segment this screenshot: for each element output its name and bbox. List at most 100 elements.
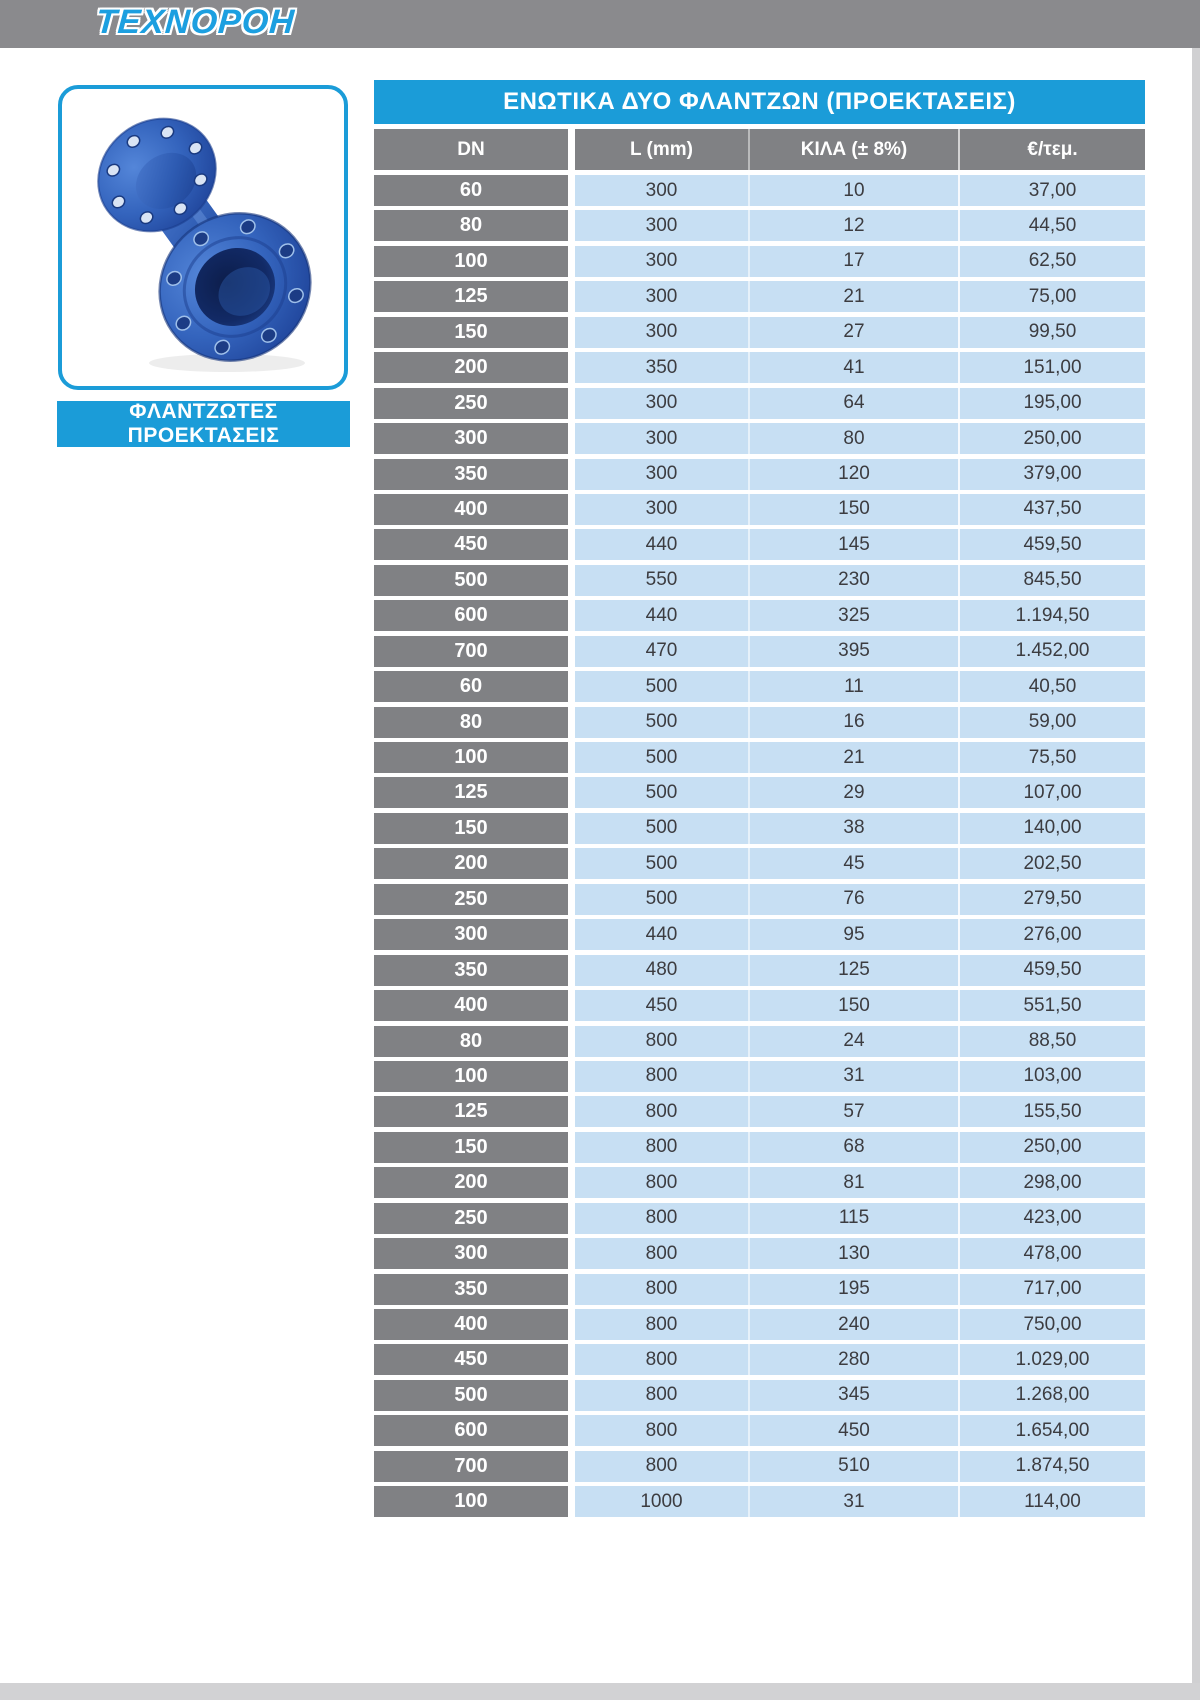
dn-cell: 100 <box>374 245 568 277</box>
dn-cell: 250 <box>374 1202 568 1234</box>
dn-cell: 80 <box>374 1025 568 1057</box>
price-cell: 75,50 <box>958 742 1145 773</box>
length-cell: 300 <box>575 423 748 455</box>
length-cell: 550 <box>575 564 748 596</box>
price-cell: 75,00 <box>958 281 1145 313</box>
weight-cell: 41 <box>748 352 958 384</box>
table-title: ΕΝΩΤΙΚΑ ΔΥΟ ΦΛΑΝΤΖΩΝ (ΠΡΟΕΚΤΑΣΕΙΣ) <box>374 80 1145 124</box>
weight-cell: 115 <box>748 1202 958 1234</box>
weight-cell: 345 <box>748 1379 958 1411</box>
length-cell: 480 <box>575 954 748 986</box>
table-row: 60 300 10 37,00 <box>374 175 1145 206</box>
table-row: 350 300 120 379,00 <box>374 458 1145 490</box>
dn-cell: 125 <box>374 281 568 313</box>
column-header-dn: DN <box>374 129 568 170</box>
price-cell: 459,50 <box>958 529 1145 561</box>
weight-cell: 21 <box>748 742 958 773</box>
table-row: 250 300 64 195,00 <box>374 387 1145 419</box>
table-row: 600 440 325 1.194,50 <box>374 600 1145 632</box>
price-cell: 1.194,50 <box>958 600 1145 632</box>
weight-cell: 76 <box>748 883 958 915</box>
flanged-extension-photo-icon <box>97 117 312 372</box>
dn-cell: 500 <box>374 1379 568 1411</box>
length-cell: 800 <box>575 1202 748 1234</box>
length-cell: 300 <box>575 245 748 277</box>
table-row: 125 800 57 155,50 <box>374 1096 1145 1128</box>
table-header-row: DN L (mm) ΚΙΛΑ (± 8%) €/τεμ. <box>374 129 1145 170</box>
length-cell: 440 <box>575 529 748 561</box>
price-cell: 478,00 <box>958 1238 1145 1270</box>
length-cell: 800 <box>575 1238 748 1270</box>
price-cell: 379,00 <box>958 458 1145 490</box>
table-row: 80 300 12 44,50 <box>374 210 1145 242</box>
dn-cell: 600 <box>374 1415 568 1447</box>
dn-cell: 300 <box>374 423 568 455</box>
dn-cell: 250 <box>374 883 568 915</box>
length-cell: 500 <box>575 848 748 880</box>
table-row: 350 480 125 459,50 <box>374 954 1145 986</box>
table-row: 60 500 11 40,50 <box>374 671 1145 703</box>
weight-cell: 195 <box>748 1273 958 1305</box>
weight-cell: 21 <box>748 281 958 313</box>
weight-cell: 150 <box>748 990 958 1022</box>
dn-cell: 100 <box>374 1486 568 1518</box>
length-cell: 500 <box>575 671 748 703</box>
price-cell: 437,50 <box>958 493 1145 525</box>
weight-cell: 450 <box>748 1415 958 1447</box>
dn-cell: 200 <box>374 352 568 384</box>
price-cell: 717,00 <box>958 1273 1145 1305</box>
weight-cell: 325 <box>748 600 958 632</box>
dn-cell: 500 <box>374 564 568 596</box>
length-cell: 800 <box>575 1344 748 1376</box>
page-edge-bottom <box>0 1683 1200 1700</box>
weight-cell: 45 <box>748 848 958 880</box>
length-cell: 800 <box>575 1309 748 1340</box>
table-row: 100 1000 31 114,00 <box>374 1486 1145 1518</box>
dn-cell: 80 <box>374 210 568 242</box>
table-row: 80 500 16 59,00 <box>374 706 1145 738</box>
weight-cell: 31 <box>748 1060 958 1092</box>
price-cell: 40,50 <box>958 671 1145 703</box>
length-cell: 450 <box>575 990 748 1022</box>
weight-cell: 16 <box>748 706 958 738</box>
table-row: 350 800 195 717,00 <box>374 1273 1145 1305</box>
table-row: 150 300 27 99,50 <box>374 316 1145 348</box>
length-cell: 800 <box>575 1060 748 1092</box>
weight-cell: 31 <box>748 1486 958 1518</box>
price-cell: 276,00 <box>958 919 1145 951</box>
length-cell: 300 <box>575 281 748 313</box>
price-cell: 202,50 <box>958 848 1145 880</box>
weight-cell: 27 <box>748 316 958 348</box>
dn-cell: 250 <box>374 387 568 419</box>
weight-cell: 395 <box>748 635 958 667</box>
weight-cell: 12 <box>748 210 958 242</box>
weight-cell: 29 <box>748 777 958 809</box>
price-cell: 750,00 <box>958 1309 1145 1340</box>
price-cell: 279,50 <box>958 883 1145 915</box>
column-header-price: €/τεμ. <box>958 129 1145 170</box>
dn-cell: 100 <box>374 742 568 773</box>
table-row: 100 500 21 75,50 <box>374 742 1145 773</box>
length-cell: 350 <box>575 352 748 384</box>
weight-cell: 64 <box>748 387 958 419</box>
price-cell: 1.452,00 <box>958 635 1145 667</box>
price-cell: 140,00 <box>958 812 1145 844</box>
table-body: 60 300 10 37,00 80 300 12 44,50 100 300 … <box>374 175 1145 1518</box>
length-cell: 300 <box>575 387 748 419</box>
weight-cell: 120 <box>748 458 958 490</box>
dn-cell: 350 <box>374 1273 568 1305</box>
dn-cell: 300 <box>374 919 568 951</box>
length-cell: 500 <box>575 777 748 809</box>
weight-cell: 150 <box>748 493 958 525</box>
price-cell: 423,00 <box>958 1202 1145 1234</box>
price-cell: 155,50 <box>958 1096 1145 1128</box>
price-cell: 62,50 <box>958 245 1145 277</box>
length-cell: 440 <box>575 600 748 632</box>
table-row: 400 300 150 437,50 <box>374 493 1145 525</box>
table-row: 100 300 17 62,50 <box>374 245 1145 277</box>
price-cell: 88,50 <box>958 1025 1145 1057</box>
dn-cell: 400 <box>374 1309 568 1340</box>
length-cell: 300 <box>575 175 748 206</box>
length-cell: 800 <box>575 1025 748 1057</box>
table-row: 700 470 395 1.452,00 <box>374 635 1145 667</box>
